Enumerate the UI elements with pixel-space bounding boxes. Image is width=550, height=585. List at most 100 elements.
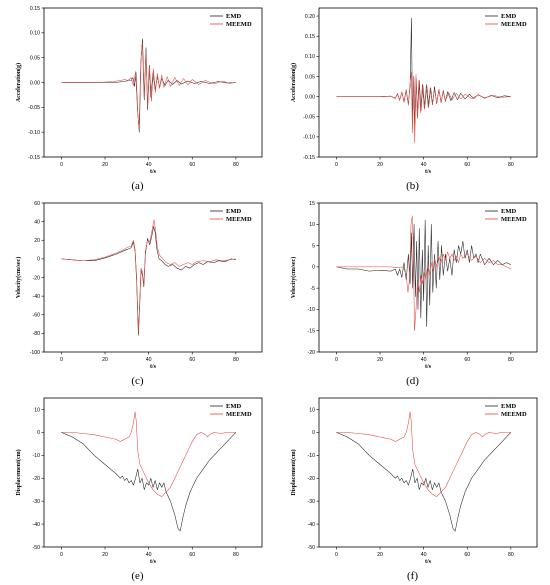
panel-f: 0 20 40 60 80 -50 -40 -30 -20 -10 0 10 t/s Displaceme…: [275, 390, 550, 585]
series-line-emd: [336, 17, 511, 126]
y-tick-label: -0.15: [28, 155, 40, 161]
series-line-meemd: [336, 215, 511, 331]
x-tick-label: 40: [421, 357, 427, 363]
caption-c: (c): [131, 375, 144, 387]
y-axis-label: Velocity(cm/sec): [290, 257, 297, 298]
x-axis-label: t/s: [150, 169, 157, 175]
y-tick-label: -10: [308, 307, 316, 313]
y-tick-label: 10: [34, 407, 40, 413]
x-tick-label: 20: [102, 162, 108, 168]
y-tick-label: -50: [308, 545, 316, 551]
y-tick-label: 60: [34, 201, 40, 207]
y-tick-label: 15: [309, 201, 315, 207]
x-tick-label: 40: [421, 162, 427, 168]
y-tick-label: -30: [33, 499, 41, 505]
y-tick-label: -40: [33, 294, 41, 300]
x-tick-label: 80: [233, 357, 239, 363]
y-tick-label: -20: [33, 275, 41, 281]
y-tick-label: 0: [37, 257, 40, 263]
y-tick-label: -100: [30, 350, 40, 356]
series-line-meemd: [336, 411, 511, 497]
y-tick-label: -40: [308, 522, 316, 528]
x-tick-label: 60: [189, 357, 195, 363]
y-axis-label: Acceleration(g): [15, 63, 22, 102]
plot-frame: [43, 397, 263, 548]
caption-a: (a): [131, 180, 144, 192]
chart-d-svg: 0 20 40 60 80 -20 -15 -10 -5 0 5 10 15 t/s Velocity(cm…: [290, 201, 538, 370]
legend-label-meemd: MEEMD: [226, 21, 252, 28]
series-line-emd: [61, 432, 237, 532]
x-tick-label: 0: [335, 552, 338, 558]
x-tick-label: 80: [233, 552, 239, 558]
chart-a-svg: 0 20 40 60 80 -0.15 -0.10 -0.05 0.00 0.05 0.10 0.15…: [15, 6, 263, 175]
caption-d: (d): [406, 375, 419, 387]
x-tick-label: 40: [146, 552, 152, 558]
y-tick-label: 0.05: [30, 55, 40, 61]
x-tick-label: 80: [508, 552, 514, 558]
series-line-emd: [336, 219, 511, 327]
y-tick-label: 0.00: [30, 80, 40, 86]
y-tick-label: -10: [308, 453, 316, 459]
y-tick-label: -20: [308, 476, 316, 482]
legend-label-meemd: MEEMD: [501, 411, 527, 418]
x-tick-label: 60: [189, 552, 195, 558]
y-tick-label: -0.05: [28, 105, 40, 111]
caption-f: (f): [407, 570, 418, 582]
chart-b-svg: 0 20 40 60 80 -0.15 -0.10 -0.05 0.00 0.05 0.10 0.15…: [290, 7, 538, 175]
y-tick-label: 0.15: [30, 6, 40, 12]
y-tick-label: 10: [309, 407, 315, 413]
legend-label-emd: EMD: [226, 208, 241, 215]
x-axis-label: t/s: [425, 364, 432, 370]
y-tick-label: -10: [33, 453, 41, 459]
x-tick-label: 80: [233, 162, 239, 168]
x-axis-label: t/s: [150, 364, 157, 370]
y-tick-label: 40: [34, 219, 40, 225]
y-axis-label: Velocity(cm/sec): [15, 257, 22, 298]
y-tick-label: 0.10: [305, 54, 315, 60]
x-tick-label: 40: [146, 357, 152, 363]
x-tick-label: 20: [102, 357, 108, 363]
y-tick-label: 20: [34, 238, 40, 244]
y-tick-label: 0.00: [305, 94, 315, 100]
y-tick-label: -60: [33, 313, 41, 319]
series-line-emd: [61, 38, 236, 133]
y-tick-label: 5: [312, 243, 315, 249]
x-tick-label: 60: [464, 162, 470, 168]
y-tick-label: 0.15: [305, 34, 315, 40]
plot-frame: [318, 7, 538, 158]
y-tick-label: -20: [33, 476, 41, 482]
y-tick-label: -30: [308, 499, 316, 505]
y-tick-label: -5: [310, 286, 315, 292]
legend-label-emd: EMD: [501, 208, 516, 215]
y-tick-label: -80: [33, 331, 41, 337]
x-tick-label: 60: [464, 552, 470, 558]
x-tick-label: 0: [335, 162, 338, 168]
y-tick-label: -0.15: [303, 155, 315, 161]
legend-label-emd: EMD: [226, 13, 241, 20]
legend-label-emd: EMD: [501, 13, 516, 20]
legend-label-emd: EMD: [226, 403, 241, 410]
legend-label-meemd: MEEMD: [501, 21, 527, 28]
legend-label-meemd: MEEMD: [226, 411, 252, 418]
y-tick-label: 0: [312, 265, 315, 271]
x-tick-label: 60: [464, 357, 470, 363]
series-line-meemd: [61, 219, 236, 332]
x-tick-label: 20: [102, 552, 108, 558]
x-axis-label: t/s: [150, 559, 157, 565]
y-tick-label: -0.10: [303, 135, 315, 141]
x-tick-label: 0: [60, 552, 63, 558]
plot-frame: [318, 397, 538, 548]
chart-f-svg: 0 20 40 60 80 -50 -40 -30 -20 -10 0 10 t/s Displaceme…: [290, 397, 538, 565]
panel-b: 0 20 40 60 80 -0.15 -0.10 -0.05 0.00 0.05 0.10 0.15…: [275, 0, 550, 195]
x-tick-label: 60: [189, 162, 195, 168]
x-tick-label: 0: [60, 357, 63, 363]
legend-label-meemd: MEEMD: [501, 216, 527, 223]
series-line-meemd: [336, 72, 511, 144]
chart-e-svg: 0 20 40 60 80 -50 -40 -30 -20 -10 0 10 t/s Displaceme…: [15, 397, 263, 565]
series-line-emd: [61, 226, 236, 336]
x-tick-label: 40: [421, 552, 427, 558]
x-tick-label: 20: [377, 357, 383, 363]
y-tick-label: 0.20: [305, 14, 315, 20]
panel-e: 0 20 40 60 80 -50 -40 -30 -20 -10 0 10 t/s Displaceme…: [0, 390, 275, 585]
